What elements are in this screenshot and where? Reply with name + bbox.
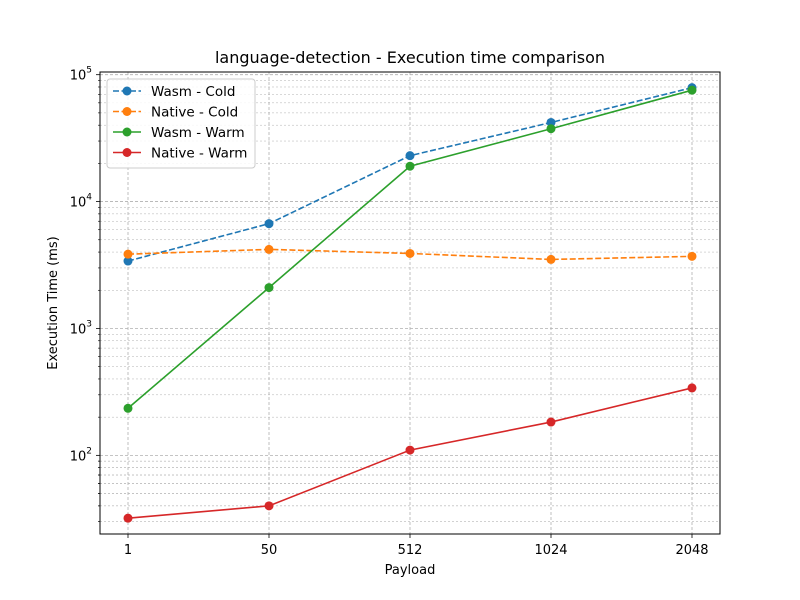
x-tick-label: 2048 — [675, 543, 708, 558]
data-point — [264, 501, 274, 511]
legend-marker — [122, 127, 132, 137]
legend-label: Wasm - Cold — [151, 84, 235, 100]
legend-item: Wasm - Warm — [113, 125, 245, 141]
legend-marker — [122, 148, 132, 157]
series-3 — [123, 383, 697, 523]
data-point — [546, 124, 556, 134]
data-point — [405, 151, 415, 161]
legend-marker — [122, 86, 132, 96]
major-gridlines — [100, 72, 720, 534]
data-point — [123, 403, 133, 413]
data-point — [405, 248, 415, 258]
data-point — [546, 117, 556, 127]
legend-label: Native - Warm — [151, 146, 247, 162]
data-point — [264, 219, 274, 229]
legend-label: Native - Cold — [151, 105, 238, 121]
data-point — [405, 445, 415, 455]
legend-item: Wasm - Cold — [113, 84, 235, 100]
x-tick-label: 512 — [398, 543, 423, 558]
x-axis: 1 50 512 1024 2048 — [124, 534, 709, 558]
data-point — [405, 161, 415, 171]
chart-title: language-detection - Execution time comp… — [215, 48, 605, 67]
data-point — [264, 244, 274, 254]
legend-item: Native - Cold — [113, 105, 238, 121]
data-point — [687, 383, 697, 393]
data-point — [687, 85, 697, 95]
x-tick-label: 50 — [261, 543, 278, 558]
legend-marker — [122, 107, 132, 116]
data-point — [546, 254, 556, 264]
legend-label: Wasm - Warm — [151, 125, 245, 141]
data-point — [264, 283, 274, 293]
legend-item: Native - Warm — [113, 146, 247, 162]
x-tick-label: 1024 — [534, 543, 567, 558]
series-2 — [123, 85, 697, 413]
series-1 — [123, 244, 697, 264]
data-point — [687, 251, 697, 261]
data-point — [123, 513, 133, 523]
data-point — [546, 417, 556, 427]
series-layer — [123, 83, 697, 523]
x-axis-label: Payload — [385, 563, 436, 578]
data-point — [123, 249, 133, 259]
legend: Wasm - Cold Native - Cold Wasm - Warm Nativ… — [106, 78, 256, 169]
data-point — [123, 256, 133, 266]
x-tick-label: 1 — [124, 543, 132, 558]
y-axis-label: Execution Time (ms) — [46, 236, 61, 369]
legend-box — [106, 78, 256, 169]
